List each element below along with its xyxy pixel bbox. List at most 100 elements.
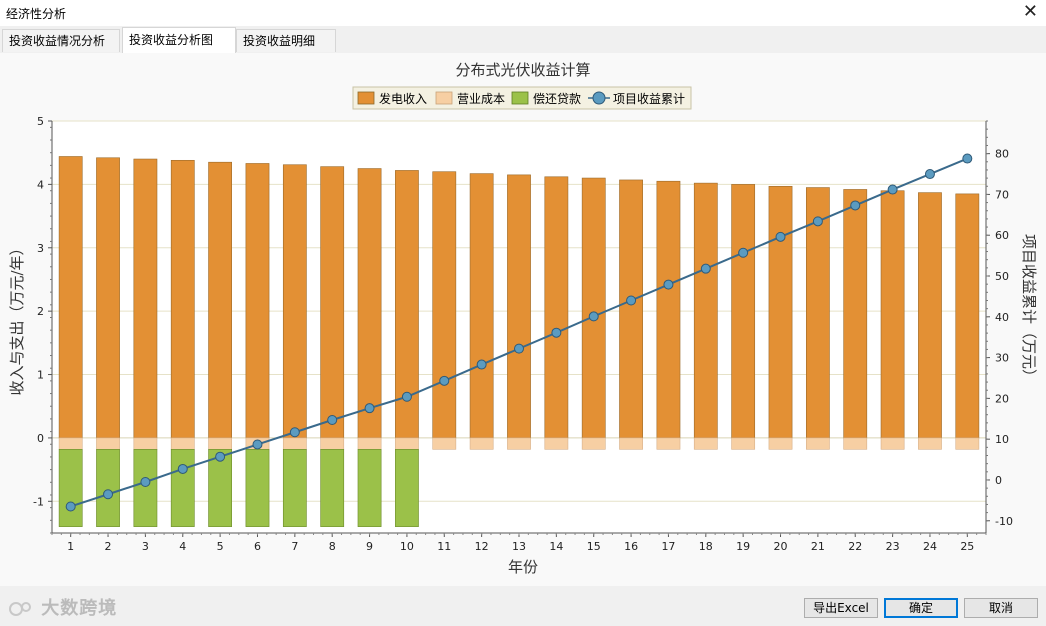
tab-investment-detail[interactable]: 投资收益明细 — [236, 29, 336, 52]
bar-cost — [843, 437, 868, 450]
bar-cost — [170, 437, 195, 450]
cumulative-point — [962, 153, 973, 164]
x-tick-label: 11 — [437, 540, 451, 553]
y-tick-label: 0 — [37, 432, 44, 445]
legend-swatch-revenue — [357, 91, 375, 105]
bar-revenue — [619, 179, 643, 439]
bar-cost — [918, 437, 942, 450]
export-excel-button[interactable]: 导出Excel — [804, 598, 878, 618]
bar-cost — [955, 437, 980, 450]
bar-loan — [170, 449, 195, 527]
cumulative-point — [775, 231, 786, 242]
bar-loan — [245, 449, 270, 527]
legend-marker-cumulative — [592, 91, 606, 105]
bar-cost — [619, 437, 643, 450]
bar-cost — [507, 437, 531, 450]
x-tick-label: 6 — [254, 540, 261, 553]
legend-label-cumulative: 项目收益累计 — [613, 92, 685, 106]
bar-cost — [320, 437, 345, 450]
cumulative-point — [439, 375, 450, 386]
bar-cost — [395, 437, 419, 450]
cumulative-point — [215, 451, 226, 462]
x-tick-label: 19 — [736, 540, 750, 553]
bar-revenue — [96, 157, 120, 439]
tab-investment-overview[interactable]: 投资收益情况分析 — [2, 29, 120, 52]
footer: 大数跨境 导出Excel 确定 取消 — [0, 586, 1046, 626]
y-tick-label: 2 — [37, 305, 44, 318]
y2-tick-label: 30 — [995, 352, 1009, 365]
cumulative-point — [551, 327, 562, 338]
y2-tick-label: 40 — [995, 311, 1009, 324]
cumulative-point — [514, 343, 524, 354]
cumulative-point — [252, 439, 263, 450]
bar-cost — [768, 437, 793, 450]
chart-title: 分布式光伏收益计算 — [455, 61, 590, 79]
bar-revenue — [581, 177, 606, 439]
bar-revenue — [432, 171, 457, 439]
cumulative-point — [738, 247, 749, 258]
bar-loan — [133, 449, 158, 527]
x-tick-label: 7 — [291, 540, 298, 553]
y-tick-label: 4 — [37, 178, 44, 191]
x-tick-label: 8 — [329, 540, 336, 553]
x-tick-label: 10 — [400, 540, 414, 553]
bar-revenue — [357, 168, 382, 439]
cancel-button[interactable]: 取消 — [964, 598, 1038, 618]
bar-cost — [656, 437, 681, 450]
x-tick-label: 18 — [699, 540, 713, 553]
bar-loan — [96, 449, 120, 527]
cumulative-point — [850, 200, 861, 211]
x-tick-label: 17 — [661, 540, 675, 553]
title-bar: 经济性分析 ✕ — [0, 0, 1046, 26]
bar-revenue — [880, 190, 905, 439]
bar-cost — [357, 437, 382, 450]
legend-label-revenue: 发电收入 — [379, 91, 427, 106]
cumulative-point — [177, 463, 188, 474]
y2-tick-label: 70 — [995, 188, 1009, 201]
bar-revenue — [282, 164, 307, 439]
x-tick-label: 9 — [366, 540, 373, 553]
x-tick-label: 12 — [475, 540, 489, 553]
watermark-logo-icon — [9, 602, 31, 616]
window-title: 经济性分析 — [6, 7, 67, 21]
bar-cost — [469, 437, 494, 450]
x-tick-label: 23 — [886, 540, 900, 553]
x-tick-label: 1 — [67, 540, 74, 553]
bar-cost — [880, 437, 905, 450]
bar-loan — [320, 449, 345, 527]
bar-revenue — [58, 156, 83, 439]
x-tick-label: 3 — [142, 540, 149, 553]
y-tick-label: -1 — [33, 495, 44, 508]
cumulative-point — [140, 477, 151, 488]
tab-investment-chart[interactable]: 投资收益分析图 — [122, 27, 236, 54]
bar-revenue — [208, 161, 233, 439]
bar-cost — [693, 437, 718, 450]
x-tick-label: 14 — [549, 540, 563, 553]
bar-revenue — [544, 176, 569, 439]
bar-revenue — [843, 189, 868, 439]
x-tick-label: 21 — [811, 540, 825, 553]
tab-bar: 投资收益情况分析 投资收益分析图 投资收益明细 — [0, 26, 1046, 54]
chart-panel: 分布式光伏收益计算 发电收入 营业成本 偿还贷款 项目收益累计 -1 0 1 2 3 4 5… — [0, 53, 1046, 586]
bar-cost — [581, 437, 606, 450]
bar-revenue — [768, 185, 793, 439]
bar-revenue — [245, 163, 270, 439]
bars-group — [58, 156, 980, 527]
bar-revenue — [955, 193, 980, 439]
bar-loan — [395, 449, 419, 527]
y-axis-label: 收入与支出（万元/年） — [8, 240, 26, 395]
cumulative-line-group — [65, 153, 973, 512]
close-icon[interactable]: ✕ — [1022, 1, 1038, 22]
bar-loan — [357, 449, 382, 527]
bar-revenue — [918, 192, 942, 439]
watermark: 大数跨境 — [8, 594, 117, 620]
cumulative-point — [65, 501, 76, 512]
x-tick-label: 2 — [105, 540, 112, 553]
watermark-text: 大数跨境 — [41, 598, 118, 619]
y2-tick-label: 50 — [995, 270, 1009, 283]
ok-button[interactable]: 确定 — [884, 598, 958, 618]
cumulative-point — [700, 263, 711, 274]
cumulative-point — [476, 359, 487, 370]
x-tick-label: 22 — [848, 540, 862, 553]
